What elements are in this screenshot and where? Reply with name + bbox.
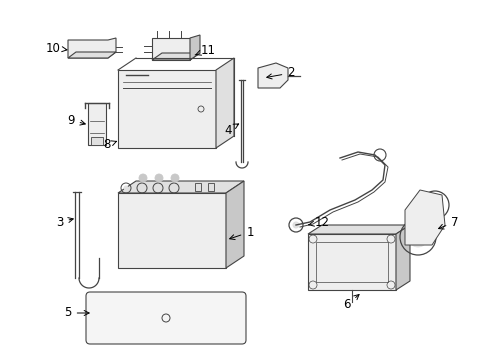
Circle shape	[139, 174, 147, 182]
Polygon shape	[68, 38, 116, 58]
Bar	[207, 183, 214, 191]
Circle shape	[292, 221, 299, 229]
Text: 9: 9	[67, 113, 85, 126]
Circle shape	[171, 185, 176, 190]
Polygon shape	[395, 225, 409, 290]
Polygon shape	[118, 193, 225, 268]
Text: 7: 7	[438, 216, 458, 229]
Polygon shape	[118, 70, 216, 148]
Polygon shape	[152, 38, 190, 60]
Circle shape	[171, 174, 179, 182]
Polygon shape	[216, 58, 234, 148]
Polygon shape	[190, 35, 200, 60]
Text: 10: 10	[45, 41, 67, 54]
Polygon shape	[152, 53, 200, 60]
Text: 11: 11	[195, 44, 215, 57]
Circle shape	[139, 185, 144, 190]
Polygon shape	[404, 190, 444, 245]
Text: 6: 6	[343, 294, 358, 311]
Circle shape	[407, 227, 427, 247]
Text: 8: 8	[103, 139, 116, 152]
Polygon shape	[258, 63, 287, 88]
Polygon shape	[68, 52, 116, 58]
Polygon shape	[225, 181, 244, 268]
FancyBboxPatch shape	[86, 292, 245, 344]
Circle shape	[155, 185, 160, 190]
Bar	[195, 183, 201, 191]
Polygon shape	[307, 225, 409, 234]
Text: 4: 4	[224, 123, 238, 136]
Polygon shape	[307, 234, 395, 290]
Circle shape	[155, 174, 163, 182]
Circle shape	[123, 185, 128, 190]
Text: 1: 1	[229, 225, 253, 239]
Circle shape	[427, 198, 441, 212]
Polygon shape	[118, 181, 244, 193]
Text: 5: 5	[64, 306, 89, 320]
Text: 2: 2	[266, 67, 294, 80]
Text: 3: 3	[56, 216, 73, 229]
Text: 12: 12	[308, 216, 329, 229]
Polygon shape	[88, 103, 106, 145]
Polygon shape	[91, 137, 103, 145]
